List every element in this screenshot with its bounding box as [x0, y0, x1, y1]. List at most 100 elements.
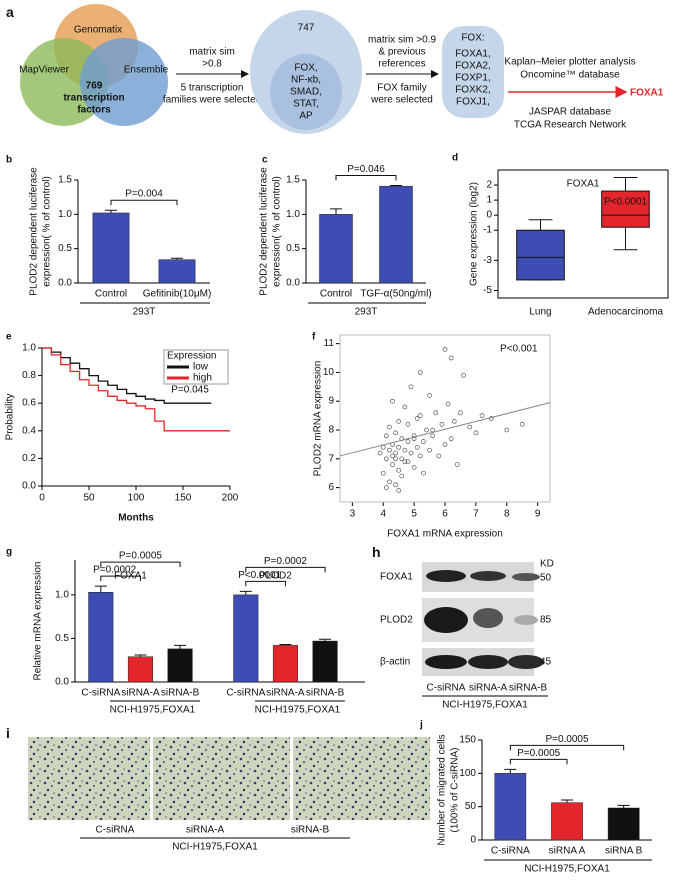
point [411, 465, 417, 470]
p-value: P=0.046 [347, 164, 385, 175]
fox-item: FOXJ1, [456, 97, 490, 108]
point [383, 485, 389, 490]
x-tick-label: 7 [473, 509, 479, 520]
band [424, 607, 468, 633]
group-label: NCI-H1975,FOXA1 [255, 705, 341, 716]
step-text: references [378, 59, 425, 70]
x-tick-label: 100 [128, 493, 145, 504]
x-tick-label: Control [320, 289, 352, 300]
panel-label: a [6, 4, 14, 20]
y-axis-label: Number of migrated cells [437, 734, 448, 845]
bar [312, 640, 338, 683]
step-text: matrix sim [189, 47, 235, 58]
db-text: Kaplan–Meier plotter analysis [504, 57, 635, 68]
point [405, 421, 411, 427]
whisker [613, 227, 638, 251]
blot-label: FOXA1 [380, 572, 413, 583]
bracket [100, 575, 141, 582]
group-label: 293T [133, 307, 156, 318]
y-axis-label: (100% of C-siRNA) [450, 747, 461, 832]
y-tick-label: 0.0 [58, 278, 72, 289]
lane-label: C-siRNA [96, 825, 135, 836]
box [601, 190, 650, 228]
y-tick-label: 0.0 [286, 278, 300, 289]
y-axis-label: Gene expression (log2) [469, 182, 480, 286]
fox-item: FOXK2, [455, 85, 491, 96]
y-tick-label: 0.6 [22, 398, 36, 409]
point [427, 447, 432, 453]
venn-center: 769 [86, 81, 103, 92]
x-tick-label: siRNA-B [161, 688, 200, 699]
x-tick-label: C-siRNA [226, 688, 265, 699]
band [512, 573, 540, 581]
panel-label: f [312, 332, 316, 343]
error-bar [279, 644, 292, 646]
lane-label: siRNA-B [509, 683, 548, 694]
group-label: NCI-H1975,FOXA1 [110, 705, 196, 716]
p-value: P=0.0005 [119, 551, 163, 562]
panel-label: h [372, 544, 381, 560]
point [408, 384, 414, 390]
point [393, 456, 398, 462]
point [377, 450, 383, 456]
point [445, 401, 451, 407]
lane-label: siRNA-B [291, 825, 330, 836]
bracket [335, 174, 397, 181]
point [417, 413, 423, 418]
y-tick-label: 0.8 [22, 370, 36, 381]
y-axis-label: Relative mRNA expression [33, 562, 44, 681]
step-text: >0.8 [202, 59, 222, 70]
y-tick-label: 0.5 [58, 243, 72, 254]
y-tick-label: 1.0 [58, 209, 72, 220]
y-tick-label: 1 [486, 195, 492, 206]
y-tick-label: -1 [483, 225, 492, 236]
y-tick-label: 7 [328, 453, 334, 464]
bar [272, 645, 298, 683]
x-tick-label: 5 [411, 509, 417, 520]
bar [167, 648, 193, 683]
group-label: NCI-H1975,FOXA1 [172, 842, 258, 853]
band [473, 608, 503, 628]
bracket [509, 758, 568, 765]
y-tick-label: 0.0 [22, 481, 36, 492]
fit-line [339, 402, 551, 457]
point [430, 433, 435, 439]
y-tick-label: 0.5 [286, 243, 300, 254]
point [461, 372, 466, 378]
bracket [100, 561, 181, 568]
point [387, 479, 392, 485]
step-text: FOX family [377, 83, 426, 94]
error-bar [390, 184, 402, 187]
lane-label: C-siRNA [427, 683, 466, 694]
circle-text: STAT, [293, 99, 319, 110]
micrograph [293, 737, 430, 820]
point [442, 347, 448, 352]
kd-title: KD [540, 559, 554, 570]
x-tick-label: Adenocarcinoma [588, 307, 663, 318]
x-tick-label: Gefitinib(10μM) [143, 289, 212, 300]
circle-text: 747 [298, 23, 315, 34]
step-text: & previous [378, 47, 425, 58]
error-bar [319, 638, 332, 642]
micrograph [28, 737, 150, 820]
bar [379, 185, 413, 284]
point [380, 470, 386, 476]
point [417, 453, 423, 459]
bracket [245, 566, 326, 573]
bracket [245, 580, 286, 587]
point [427, 393, 432, 398]
y-tick-label: 1.5 [286, 175, 300, 186]
point [504, 427, 510, 433]
venn-label: Genomatix [74, 25, 122, 36]
point [405, 439, 411, 444]
circle-text: NF-κb, [291, 75, 321, 86]
point [421, 439, 426, 444]
error-bar [171, 257, 183, 260]
p-value: P<0.0001 [238, 570, 282, 581]
panel-a: a MapViewer Genomatix Ensemble 769 trans… [6, 4, 664, 134]
point [414, 416, 420, 421]
y-axis-label: expression( % of control) [42, 176, 53, 287]
kd-label: 50 [540, 573, 552, 584]
venn-center: factors [77, 105, 111, 116]
y-tick-label: 9 [328, 396, 334, 407]
